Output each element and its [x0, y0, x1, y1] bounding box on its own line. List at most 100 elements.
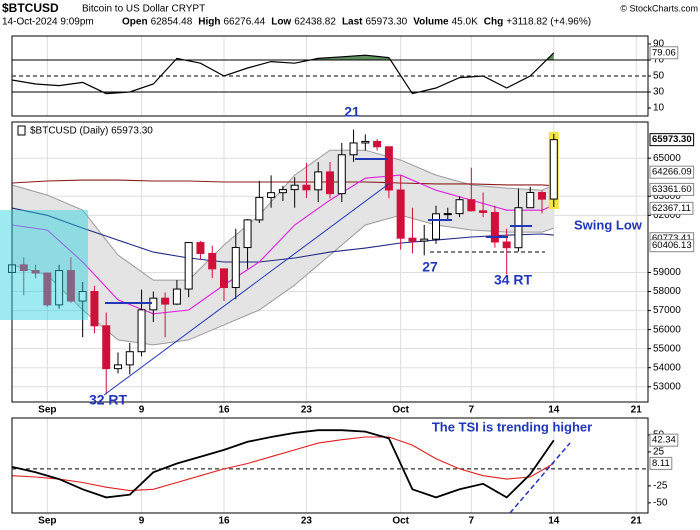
x-tick-label: 9: [139, 405, 145, 416]
value-box: 8.11: [649, 456, 673, 470]
candle-body: [137, 309, 146, 353]
value-box-label: 60406.13: [652, 240, 692, 251]
x-tick-label: 7: [469, 516, 475, 527]
candle-body: [373, 140, 382, 148]
value-box-label: 63361.60: [652, 184, 692, 195]
value-box-label: 65973.30: [652, 134, 692, 145]
y-tick-label: -50: [653, 497, 668, 508]
value-box-frame: [649, 46, 679, 60]
stat-label: Last: [342, 17, 363, 28]
annotation: 27: [422, 259, 438, 275]
annotation: 32 RT: [89, 392, 128, 408]
stat-value: 66276.44: [224, 17, 266, 28]
y-tick-label: 54000: [653, 362, 681, 373]
stat-value: 62854.48: [151, 17, 193, 28]
candle-body: [326, 171, 334, 195]
value-box-label: 62367.11: [652, 203, 691, 214]
stat-label: Open: [122, 17, 148, 28]
value-box-label: 42.34: [652, 435, 676, 446]
value-box-label: 60773.41: [652, 233, 692, 244]
annotation: The TSI is trending higher: [432, 419, 592, 434]
y-tick-label: 57000: [653, 305, 681, 316]
candle-body: [361, 140, 370, 144]
stat-value: 65973.30: [366, 17, 408, 28]
candle-body: [231, 247, 240, 289]
value-box-frame: [649, 239, 695, 253]
value-box: 62367.11: [649, 201, 694, 215]
panel-frame: [11, 121, 649, 403]
value-box: 64266.09: [649, 165, 695, 179]
y-tick-label: 90: [653, 39, 665, 50]
y-tick-label: 70: [653, 55, 665, 66]
y-tick-label: 55000: [653, 343, 681, 354]
candle-body: [278, 189, 287, 194]
candle-body: [420, 238, 429, 242]
candle-body: [432, 213, 440, 240]
candle-body: [538, 191, 546, 200]
value-box-label: 79.06: [652, 47, 676, 58]
candle-body: [514, 207, 523, 249]
annotation: 34 RT: [494, 272, 533, 288]
candle-body: [114, 364, 122, 370]
credit: © StockCharts.com: [620, 3, 698, 13]
symbol: $BTCUSD: [2, 1, 59, 15]
candle-body: [172, 288, 181, 305]
panel-frame: [11, 417, 649, 514]
value-box: 79.06: [649, 46, 679, 60]
stat-label: Low: [271, 17, 291, 28]
stat-label: Volume: [413, 17, 449, 28]
stat-value: +3118.82 (+4.96%): [506, 17, 591, 28]
candle-body: [31, 270, 40, 274]
moving-average: [11, 207, 554, 263]
candle-body: [19, 264, 28, 272]
tsi-line: [11, 429, 555, 499]
y-tick-label: 59000: [653, 267, 681, 278]
candle-body: [396, 189, 405, 239]
panel-frame: [11, 35, 649, 117]
candle-body: [267, 192, 276, 198]
x-tick-label: Sep: [38, 405, 56, 416]
date: 14-Oct-2024 9:09pm: [2, 17, 94, 28]
candle-body: [479, 210, 488, 213]
value-box: 42.34: [649, 433, 679, 447]
candle-body: [467, 199, 476, 212]
candle-body: [384, 146, 393, 191]
x-tick-label: 9: [139, 516, 145, 527]
candle-body: [314, 171, 323, 191]
candle-body: [102, 325, 111, 370]
annotation: 21: [344, 104, 360, 120]
y-tick-label: 30: [653, 87, 665, 98]
candle-body: [443, 213, 452, 216]
x-tick-label: 16: [218, 516, 230, 527]
tsi-line: [11, 436, 555, 492]
x-tick-label: 14: [548, 405, 560, 416]
candle-body: [78, 291, 87, 302]
annotations: 21 32 RT 27 34 RT Swing Low The TSI is t…: [17, 104, 643, 434]
value-box-frame: [649, 165, 695, 179]
value-box-frame: [649, 182, 695, 196]
y-tick-label: 56000: [653, 324, 681, 335]
candle-body: [526, 191, 535, 209]
x-tick-label: 23: [301, 516, 313, 527]
drawings: [103, 158, 571, 514]
x-tick-label: 14: [548, 516, 560, 527]
x-tick-label: 16: [218, 405, 230, 416]
band-upper: [11, 149, 555, 281]
value-box-frame: [649, 456, 673, 470]
y-tick-label: -25: [653, 480, 668, 491]
candle-body: [337, 154, 346, 195]
candle-body: [125, 351, 134, 366]
candle-body: [184, 242, 193, 290]
y-tick-label: 58000: [653, 286, 681, 297]
trend-line: [103, 182, 391, 396]
y-tick-label: 62000: [653, 210, 681, 221]
y-tick-label: 10: [653, 103, 665, 114]
header: $BTCUSD Bitcoin to US Dollar CRYPT © Sto…: [2, 1, 698, 27]
y-tick-label: 50: [653, 71, 665, 82]
y-tick-label: 53000: [653, 381, 681, 392]
value-box-frame: [649, 201, 694, 215]
x-tick-label: 21: [631, 405, 643, 416]
value-box: 63361.60: [649, 182, 695, 196]
y-tick-label: 25: [653, 447, 665, 458]
